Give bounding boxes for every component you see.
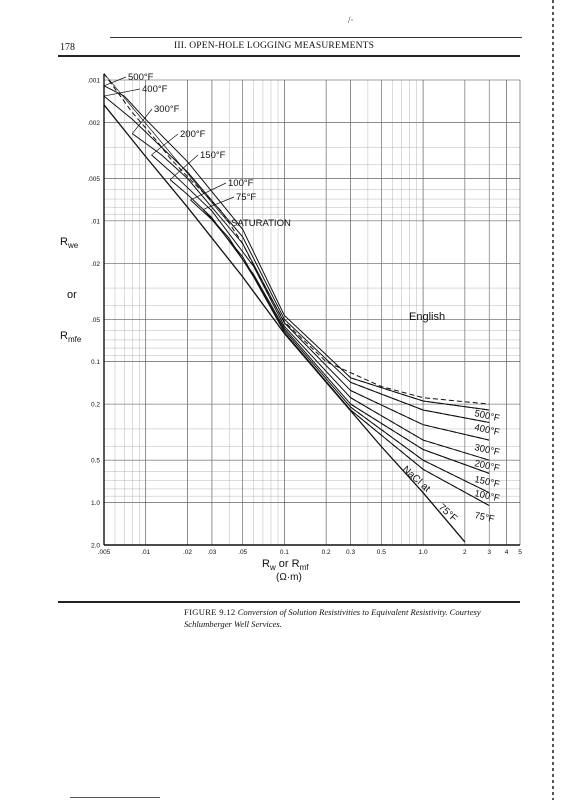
page-number: 178: [60, 42, 75, 53]
y-tick-label: 2.0: [91, 543, 100, 550]
curve-label: 75°F: [236, 192, 256, 203]
curve-label: 400°F: [142, 84, 168, 95]
curve-label-right: 100°F: [473, 488, 500, 504]
series-dashed-segment: [350, 381, 490, 423]
curve-label-leader: [103, 88, 141, 97]
chart-series: [103, 73, 490, 543]
running-header: III. OPEN-HOLE LOGGING MEASUREMENTS: [174, 41, 375, 51]
curve-label: SATURATION: [231, 218, 291, 229]
x-tick-label: 0.1: [280, 549, 289, 556]
y-tick-label: 1.0: [91, 500, 100, 507]
series-line: [151, 154, 490, 461]
series-line: [103, 104, 466, 543]
curve-label-leader: [103, 76, 127, 87]
page-edge-shadow: [552, 0, 554, 800]
figure-caption: FIGURE 9.12 Conversion of Solution Resis…: [184, 606, 524, 630]
y-tick-label: .001: [87, 78, 100, 85]
series-line: [132, 133, 490, 441]
y-tick-label: .002: [87, 120, 100, 127]
x-tick-label: .01: [141, 549, 150, 556]
series-dashed-segment: [350, 397, 490, 461]
y-tick-label: 0.1: [91, 359, 100, 366]
y-axis-label: Rwe or Rmfe: [60, 236, 82, 344]
x-tick-label: .05: [238, 549, 247, 556]
y-tick-label: .05: [91, 317, 100, 324]
curve-label-leader: [132, 108, 153, 134]
chart-curve-labels: 500°F400°F300°F200°F150°F100°F75°FSATURA…: [103, 72, 501, 525]
y-tick-label: .005: [87, 176, 100, 183]
series-line: [103, 73, 490, 405]
chart-tick-labels: .005 .01 .02 .03 .05 0.1 0.2 0.3 0.5 1.0 2 3 4 5 .001.…: [87, 78, 522, 557]
x-tick-label: 1.0: [419, 549, 428, 556]
series-line: [169, 179, 490, 474]
curve-label-right: 200°F: [473, 458, 500, 474]
curve-label: 150°F: [200, 150, 226, 161]
top-rule: [110, 37, 522, 38]
series-line: [190, 199, 490, 494]
series-dashed-segment: [350, 403, 490, 474]
x-tick-label: 4: [505, 549, 509, 556]
curve-label: 500°F: [128, 72, 154, 83]
figure-number: FIGURE 9.12: [184, 607, 236, 617]
series-dashed-segment: [350, 409, 490, 507]
svg-text:Rw or Rmf: Rw or Rmf: [262, 558, 309, 572]
y-tick-label: 0.2: [91, 402, 100, 409]
x-tick-label: 5: [518, 549, 522, 556]
curve-label-leader: [103, 73, 230, 224]
svg-text:or: or: [67, 289, 77, 301]
caption-text: Conversion of Solution Resistivities to …: [184, 607, 481, 629]
series-line: [202, 209, 490, 507]
series-line: [103, 95, 490, 423]
curve-label-leader: [169, 154, 199, 180]
svg-text:(Ω·m): (Ω·m): [276, 572, 302, 583]
x-tick-label: 3: [487, 549, 491, 556]
curve-label: 200°F: [180, 129, 206, 140]
series-dashed-segment: [350, 406, 490, 494]
curve-label-right: 75°F: [473, 510, 495, 525]
curve-label-leader: [151, 133, 179, 156]
x-tick-label: .02: [183, 549, 192, 556]
nacl-label: NaCl at: [400, 464, 432, 495]
x-axis-label: Rw or Rmf (Ω·m): [262, 558, 309, 583]
x-tick-label: .03: [207, 549, 216, 556]
curve-label-right: 150°F: [473, 474, 500, 490]
curve-label-right: 400°F: [473, 422, 500, 438]
caption-rule: [58, 601, 520, 603]
series-dashed-segment: [350, 390, 490, 441]
x-tick-label: 0.5: [377, 549, 386, 556]
curve-label-leader: [203, 196, 235, 210]
curve-label: 300°F: [154, 104, 180, 115]
curve-label-leader: [190, 182, 227, 201]
x-tick-label: 0.3: [346, 549, 355, 556]
series-dashed-segment: [350, 377, 490, 411]
curve-label: 100°F: [228, 178, 254, 189]
top-mark: /·: [348, 15, 354, 25]
series-line: [103, 85, 490, 411]
bottom-rule: [70, 797, 160, 798]
corner-label: English: [409, 311, 445, 323]
chart-frame: [103, 74, 520, 546]
y-tick-label: .01: [91, 218, 100, 225]
x-tick-label: 0.2: [322, 549, 331, 556]
curve-label-right: 300°F: [473, 442, 500, 458]
y-tick-label: 0.5: [91, 458, 100, 465]
x-tick-label: .005: [98, 549, 111, 556]
header-rule: [58, 55, 520, 57]
curve-label-right: 500°F: [473, 408, 500, 424]
chart-grid: [103, 79, 521, 546]
x-tick-label: 2: [463, 549, 467, 556]
svg-text:Rwe: Rwe: [60, 236, 79, 250]
svg-text:Rmfe: Rmfe: [60, 330, 82, 344]
y-tick-label: .02: [91, 261, 100, 268]
